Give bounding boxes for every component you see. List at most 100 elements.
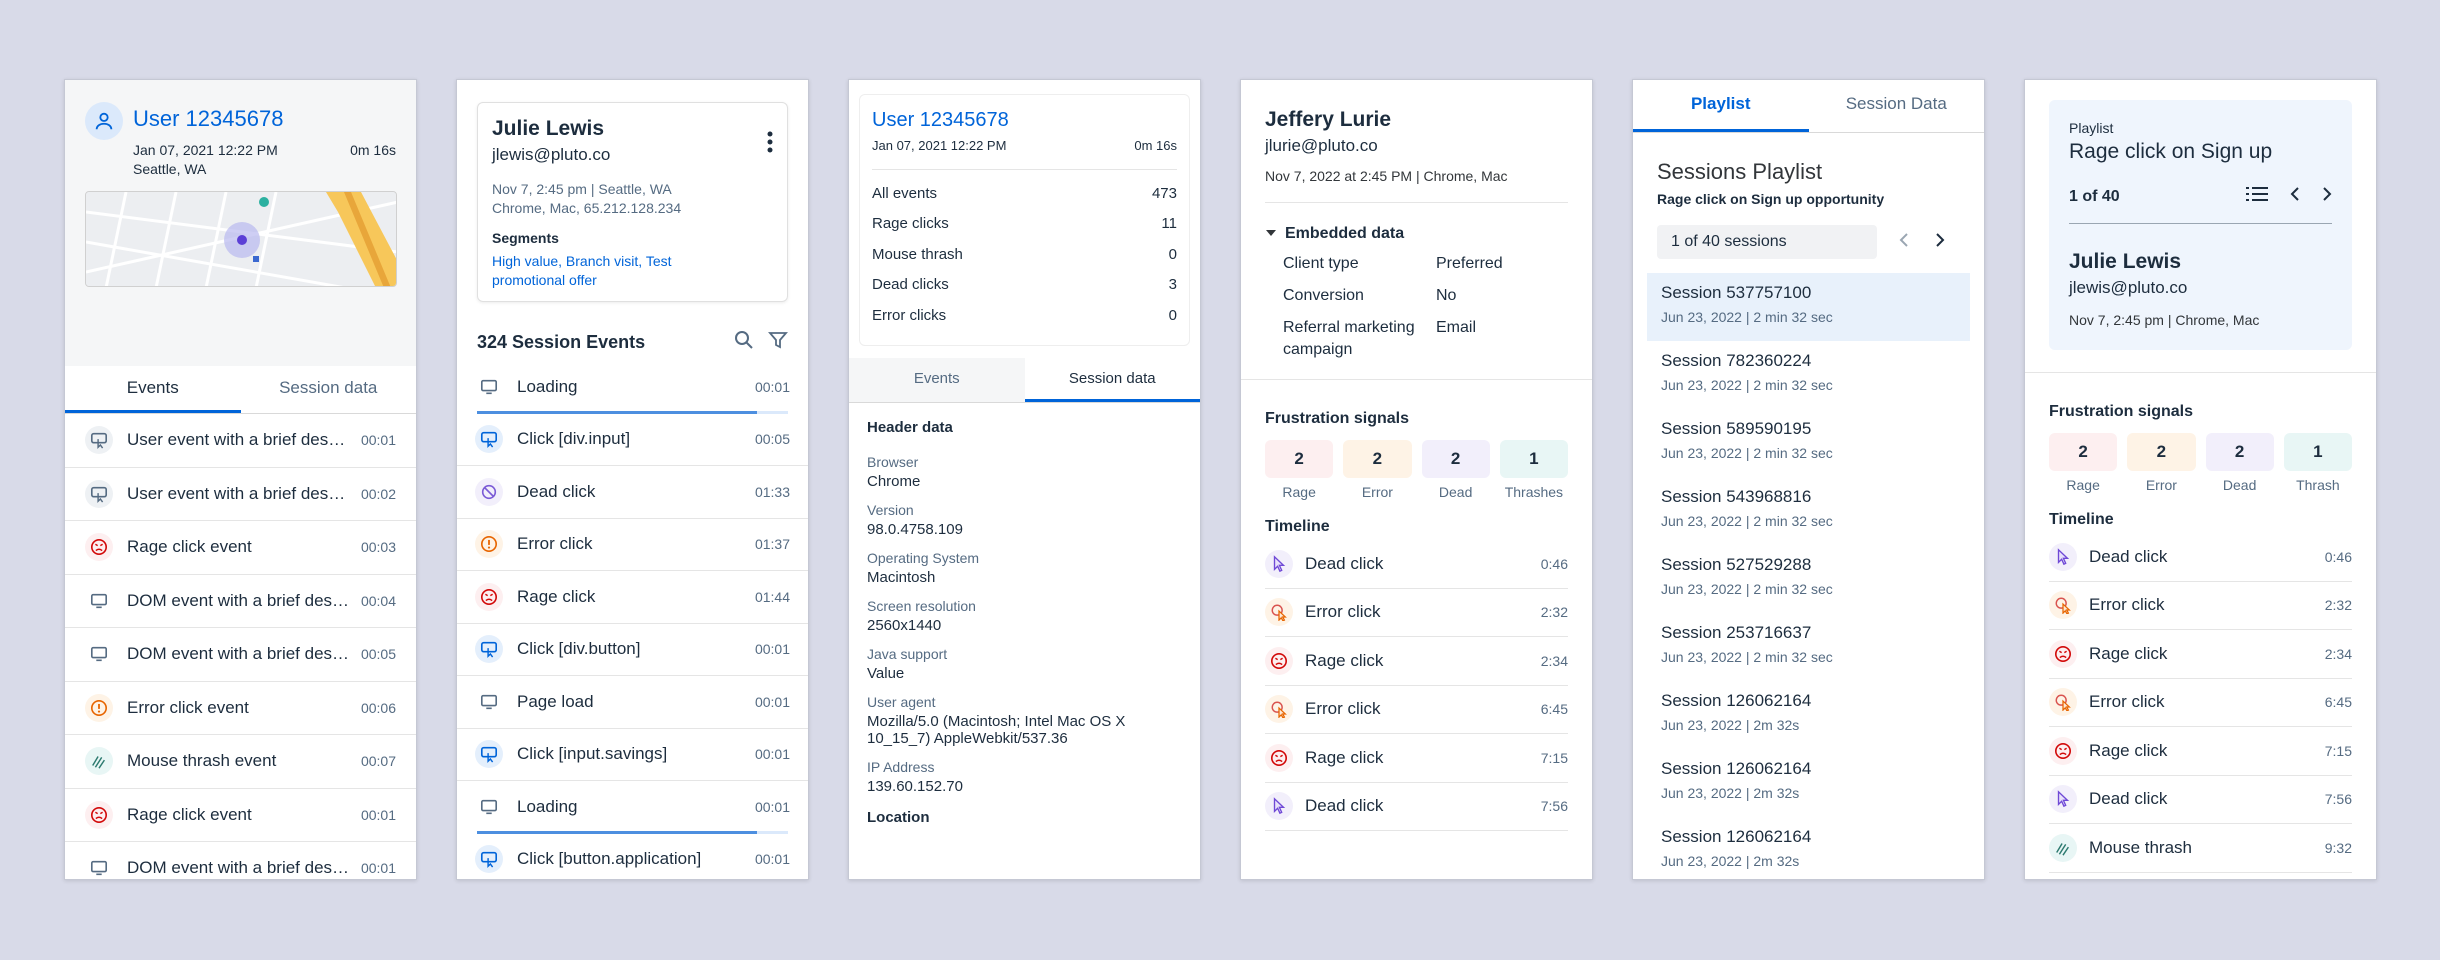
event-label: Rage click event bbox=[127, 804, 252, 824]
timeline-item[interactable]: Rage click 7:15 bbox=[2049, 727, 2352, 776]
signal-count: 2 bbox=[2205, 433, 2274, 471]
list-item[interactable]: Rage click event 00:03 bbox=[65, 521, 416, 575]
list-item[interactable]: Click [button.application] 00:01 bbox=[457, 834, 808, 880]
field-label: Screen resolution bbox=[867, 597, 976, 614]
rage-click-icon bbox=[1265, 646, 1293, 675]
search-icon[interactable] bbox=[734, 330, 754, 355]
filter-icon[interactable] bbox=[768, 330, 788, 355]
signal-card[interactable]: 2 Dead bbox=[1421, 440, 1490, 500]
session-meta: Nov 7, 2022 at 2:45 PM | Chrome, Mac bbox=[1265, 168, 1508, 184]
embedded-value: Email bbox=[1436, 319, 1477, 336]
chevron-right-icon[interactable] bbox=[2322, 186, 2332, 207]
embedded-data-toggle[interactable]: Embedded data bbox=[1265, 225, 1568, 243]
signal-card[interactable]: 2 Error bbox=[2127, 433, 2196, 493]
timeline-item[interactable]: Rage click 2:34 bbox=[2049, 630, 2352, 679]
list-item[interactable]: Error click 01:37 bbox=[457, 519, 808, 571]
signal-card[interactable]: 1 Thrashes bbox=[1499, 440, 1568, 500]
list-item[interactable]: Click [input.savings] 00:01 bbox=[457, 729, 808, 781]
error-click-cursor-icon bbox=[2049, 688, 2077, 717]
session-item[interactable]: Session 782360224 Jun 23, 2022 | 2 min 32… bbox=[1647, 341, 1970, 409]
session-counter: 1 of 40 sessions bbox=[1657, 225, 1877, 259]
dead-click-icon bbox=[475, 477, 503, 506]
timeline-item[interactable]: Error click 6:45 bbox=[2049, 679, 2352, 727]
stat-value: 473 bbox=[1151, 184, 1177, 202]
list-item[interactable]: Mouse thrash event 00:07 bbox=[65, 735, 416, 789]
timeline-item[interactable]: Rage click 7:15 bbox=[1265, 734, 1568, 783]
session-item[interactable]: Session 527529288 Jun 23, 2022 | 2 min 32… bbox=[1647, 545, 1970, 613]
timeline-item[interactable]: Rage click 2:34 bbox=[1265, 637, 1568, 686]
session-date: Jun 23, 2022 | 2 min 32 sec bbox=[1661, 649, 1833, 665]
event-time: 00:01 bbox=[360, 806, 396, 823]
more-options-icon[interactable] bbox=[767, 131, 773, 158]
field: Version 98.0.4758.109 bbox=[867, 502, 1182, 538]
session-name: Session 537757100 bbox=[1661, 283, 1812, 302]
list-item[interactable]: Dead click 01:33 bbox=[457, 466, 808, 519]
timeline-time: 2:34 bbox=[2324, 645, 2352, 662]
tab-session-data[interactable]: Session Data bbox=[1845, 94, 1947, 113]
list-item[interactable]: Click [div.input] 00:05 bbox=[457, 414, 808, 466]
signal-card[interactable]: 2 Dead bbox=[2205, 433, 2274, 493]
timeline-time: 0:46 bbox=[1540, 555, 1568, 572]
timeline-item[interactable]: Error click 6:45 bbox=[1265, 686, 1568, 734]
timeline-item[interactable]: Dead click 0:46 bbox=[1265, 540, 1568, 589]
tab-session-data[interactable]: Session data bbox=[279, 378, 378, 397]
timeline-title: Timeline bbox=[2049, 511, 2114, 528]
timeline-item[interactable]: Dead click 0:46 bbox=[2049, 533, 2352, 582]
timeline-item[interactable]: Error click 2:32 bbox=[2049, 582, 2352, 630]
list-item[interactable]: DOM event with a brief description 00:01 bbox=[65, 842, 416, 879]
user-title[interactable]: User 12345678 bbox=[133, 106, 284, 131]
signal-card[interactable]: 1 Thrash bbox=[2283, 433, 2352, 493]
timeline-item[interactable]: Dead click 7:56 bbox=[2049, 776, 2352, 824]
tab-events[interactable]: Events bbox=[65, 366, 241, 413]
location-map[interactable] bbox=[85, 191, 397, 287]
event-label: Loading bbox=[517, 797, 578, 817]
user-title[interactable]: User 12345678 bbox=[872, 109, 1009, 131]
session-item[interactable]: Session 543968816 Jun 23, 2022 | 2 min 32… bbox=[1647, 477, 1970, 545]
session-item[interactable]: Session 537757100 Jun 23, 2022 | 2 min 32… bbox=[1647, 273, 1970, 341]
chevron-right-icon[interactable] bbox=[1935, 232, 1945, 253]
error-click-icon bbox=[85, 693, 113, 722]
chevron-left-icon[interactable] bbox=[2290, 186, 2300, 207]
timeline-item[interactable]: Mouse thrash 9:32 bbox=[2049, 824, 2352, 873]
caret-down-icon bbox=[1265, 225, 1277, 243]
list-icon[interactable] bbox=[2246, 186, 2268, 207]
list-item[interactable]: Loading 00:01 bbox=[457, 781, 808, 834]
signal-card[interactable]: 2 Rage bbox=[1265, 440, 1334, 500]
session-item[interactable]: Session 253716637 Jun 23, 2022 | 2 min 32… bbox=[1647, 613, 1970, 681]
timeline-label: Dead click bbox=[1305, 796, 1384, 816]
list-item[interactable]: Loading 00:01 bbox=[457, 361, 808, 414]
list-item[interactable]: Rage click event 00:01 bbox=[65, 789, 416, 842]
stat-value: 11 bbox=[1161, 215, 1177, 233]
list-item[interactable]: User event with a brief description 00:01 bbox=[65, 414, 416, 468]
signal-card[interactable]: 2 Error bbox=[1343, 440, 1412, 500]
session-item[interactable]: Session 126062164 Jun 23, 2022 | 2m 32s bbox=[1647, 817, 1970, 879]
list-item[interactable]: Error click event 00:06 bbox=[65, 682, 416, 735]
list-item[interactable]: DOM event with a brief description 00:04 bbox=[65, 575, 416, 628]
list-item[interactable]: Page load 00:01 bbox=[457, 676, 808, 729]
session-item[interactable]: Session 126062164 Jun 23, 2022 | 2m 32s bbox=[1647, 681, 1970, 749]
stat-row: Error clicks 0 bbox=[872, 300, 1177, 331]
session-item[interactable]: Session 589590195 Jun 23, 2022 | 2 min 32… bbox=[1647, 409, 1970, 477]
list-item[interactable]: Rage click 01:44 bbox=[457, 571, 808, 624]
list-item[interactable]: DOM event with a brief description 00:05 bbox=[65, 628, 416, 682]
list-item[interactable]: User event with a brief description 00:02 bbox=[65, 468, 416, 521]
timeline-label: Dead click bbox=[1305, 553, 1384, 573]
user-name: Julie Lewis bbox=[492, 117, 605, 140]
rage-click-icon bbox=[475, 582, 503, 611]
event-label: User event with a brief description bbox=[127, 430, 353, 450]
tab-playlist[interactable]: Playlist bbox=[1633, 80, 1809, 132]
embedded-label: Client type bbox=[1283, 255, 1359, 272]
session-item[interactable]: Session 126062164 Jun 23, 2022 | 2m 32s bbox=[1647, 749, 1970, 817]
session-date: Jun 23, 2022 | 2 min 32 sec bbox=[1661, 581, 1833, 597]
signal-card[interactable]: 2 Rage bbox=[2049, 433, 2118, 493]
list-item[interactable]: Click [div.button] 00:01 bbox=[457, 624, 808, 676]
timeline-item[interactable]: Error click 2:32 bbox=[1265, 589, 1568, 637]
tab-events[interactable]: Events bbox=[913, 369, 960, 387]
tab-session-data[interactable]: Session data bbox=[1024, 357, 1200, 402]
segments-link[interactable]: High value, Branch visit, Test promotion… bbox=[492, 253, 672, 288]
event-time: 00:01 bbox=[754, 799, 790, 816]
session-name: Session 126062164 bbox=[1661, 827, 1812, 846]
timeline-item[interactable]: Dead click 7:56 bbox=[1265, 783, 1568, 831]
event-time: 00:01 bbox=[754, 379, 790, 396]
chevron-left-icon[interactable] bbox=[1899, 232, 1909, 253]
